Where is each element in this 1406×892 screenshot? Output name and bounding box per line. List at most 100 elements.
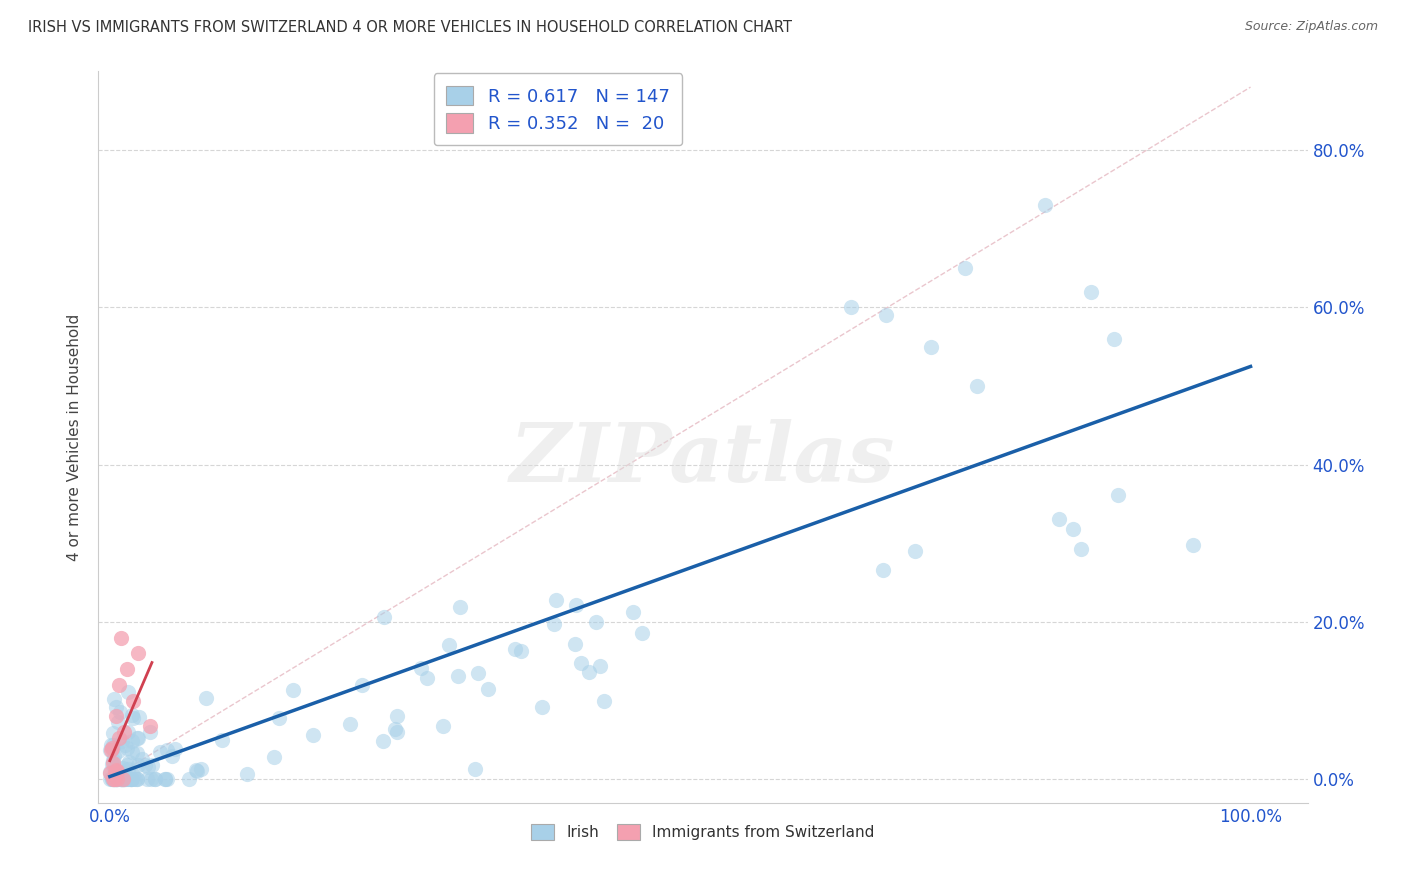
Point [447, 669, 470, 683]
Point [467, 665, 489, 680]
Point [371, 734, 394, 748]
Point [103, 738, 125, 752]
Point [585, 615, 607, 630]
Point [104, 772, 127, 787]
Point [103, 772, 125, 787]
Point [112, 772, 135, 787]
Point [156, 743, 179, 757]
Point [263, 749, 285, 764]
Point [110, 772, 132, 787]
Point [530, 700, 553, 714]
Point [101, 772, 124, 787]
Point [127, 731, 149, 745]
Text: Source: ZipAtlas.com: Source: ZipAtlas.com [1244, 20, 1378, 33]
Point [111, 772, 134, 787]
Legend: Irish, Immigrants from Switzerland: Irish, Immigrants from Switzerland [524, 818, 882, 847]
Point [184, 764, 207, 778]
Point [103, 741, 125, 756]
Point [409, 661, 432, 675]
Point [385, 725, 408, 739]
Point [117, 772, 139, 787]
Point [114, 772, 136, 787]
Point [565, 598, 588, 612]
Point [101, 772, 124, 787]
Point [872, 563, 894, 577]
Point [105, 772, 128, 787]
Point [105, 772, 128, 787]
Point [593, 694, 616, 708]
Point [134, 758, 156, 772]
Point [115, 772, 138, 787]
Point [107, 714, 129, 729]
Point [125, 731, 148, 746]
Point [117, 685, 139, 699]
Point [904, 544, 927, 558]
Point [966, 379, 988, 393]
Text: IRISH VS IMMIGRANTS FROM SWITZERLAND 4 OR MORE VEHICLES IN HOUSEHOLD CORRELATION: IRISH VS IMMIGRANTS FROM SWITZERLAND 4 O… [28, 20, 792, 35]
Point [103, 772, 125, 787]
Point [1107, 488, 1129, 502]
Point [124, 772, 146, 787]
Y-axis label: 4 or more Vehicles in Household: 4 or more Vehicles in Household [67, 313, 83, 561]
Point [112, 772, 135, 787]
Point [143, 772, 166, 787]
Point [98, 772, 121, 787]
Point [101, 772, 124, 787]
Point [104, 772, 127, 787]
Point [450, 600, 472, 615]
Point [108, 731, 131, 745]
Point [121, 772, 143, 787]
Point [955, 260, 977, 275]
Point [121, 745, 143, 759]
Point [385, 709, 408, 723]
Point [352, 678, 374, 692]
Point [875, 308, 897, 322]
Point [1062, 522, 1084, 536]
Point [110, 772, 132, 787]
Point [269, 711, 291, 725]
Point [105, 764, 128, 779]
Point [112, 725, 135, 739]
Point [1047, 512, 1070, 526]
Point [120, 772, 142, 787]
Point [101, 740, 124, 755]
Point [543, 616, 565, 631]
Point [122, 710, 145, 724]
Point [839, 301, 862, 315]
Point [98, 743, 121, 757]
Point [105, 772, 128, 787]
Point [111, 765, 134, 780]
Point [121, 693, 143, 707]
Point [104, 709, 127, 723]
Point [432, 719, 454, 733]
Point [136, 772, 159, 787]
Point [153, 772, 176, 787]
Point [103, 756, 125, 771]
Point [621, 606, 644, 620]
Point [236, 767, 259, 781]
Point [112, 772, 135, 787]
Point [141, 772, 163, 787]
Point [117, 762, 139, 776]
Point [194, 691, 217, 706]
Point [114, 738, 136, 752]
Point [477, 681, 499, 696]
Point [589, 659, 612, 673]
Point [139, 725, 162, 739]
Point [131, 752, 153, 766]
Point [105, 772, 128, 787]
Point [1033, 198, 1056, 212]
Point [1102, 332, 1125, 346]
Point [1070, 541, 1092, 556]
Point [104, 764, 127, 779]
Point [339, 717, 361, 731]
Point [110, 772, 132, 787]
Point [117, 741, 139, 756]
Point [107, 771, 129, 785]
Point [141, 758, 163, 772]
Point [101, 753, 124, 767]
Point [118, 755, 141, 769]
Point [143, 772, 166, 787]
Point [546, 593, 568, 607]
Point [98, 765, 121, 780]
